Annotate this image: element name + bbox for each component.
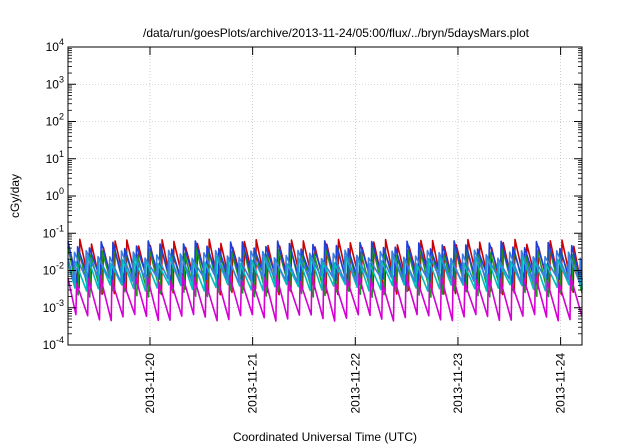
y-axis: 10-4 10-3 10-2 10-1 100 101 102 103 104 bbox=[43, 37, 582, 352]
plot-frame bbox=[67, 46, 583, 346]
x-tick-label: 2013-11-23 bbox=[451, 353, 465, 414]
x-tick-label: 2013-11-21 bbox=[246, 353, 260, 414]
plot-series bbox=[67, 238, 583, 322]
series-line bbox=[67, 240, 583, 287]
y-axis-label: cGy/day bbox=[8, 174, 22, 218]
x-tick-label: 2013-11-22 bbox=[348, 353, 362, 414]
y-tick-label: 10-4 bbox=[43, 335, 64, 352]
plot-grid bbox=[68, 47, 582, 345]
x-axis: 2013-11-20 2013-11-21 2013-11-22 2013-11-23… bbox=[143, 47, 568, 414]
series-line bbox=[67, 254, 583, 292]
y-tick-label: 101 bbox=[46, 149, 64, 166]
x-tick-label: 2013-11-24 bbox=[554, 353, 568, 414]
series-line bbox=[67, 249, 583, 284]
x-tick-label: 2013-11-20 bbox=[143, 353, 157, 414]
y-tick-label: 10-3 bbox=[43, 298, 64, 315]
x-axis-label: Coordinated Universal Time (UTC) bbox=[233, 430, 417, 444]
y-tick-label: 103 bbox=[46, 74, 64, 91]
y-tick-label: 10-1 bbox=[43, 223, 64, 240]
series-line bbox=[67, 274, 583, 322]
y-tick-label: 102 bbox=[46, 112, 64, 129]
chart-title: /data/run/goesPlots/archive/2013-11-24/0… bbox=[143, 26, 530, 40]
y-tick-label: 100 bbox=[46, 186, 64, 203]
y-tick-label: 10-2 bbox=[43, 261, 64, 278]
y-tick-label: 104 bbox=[46, 37, 64, 54]
